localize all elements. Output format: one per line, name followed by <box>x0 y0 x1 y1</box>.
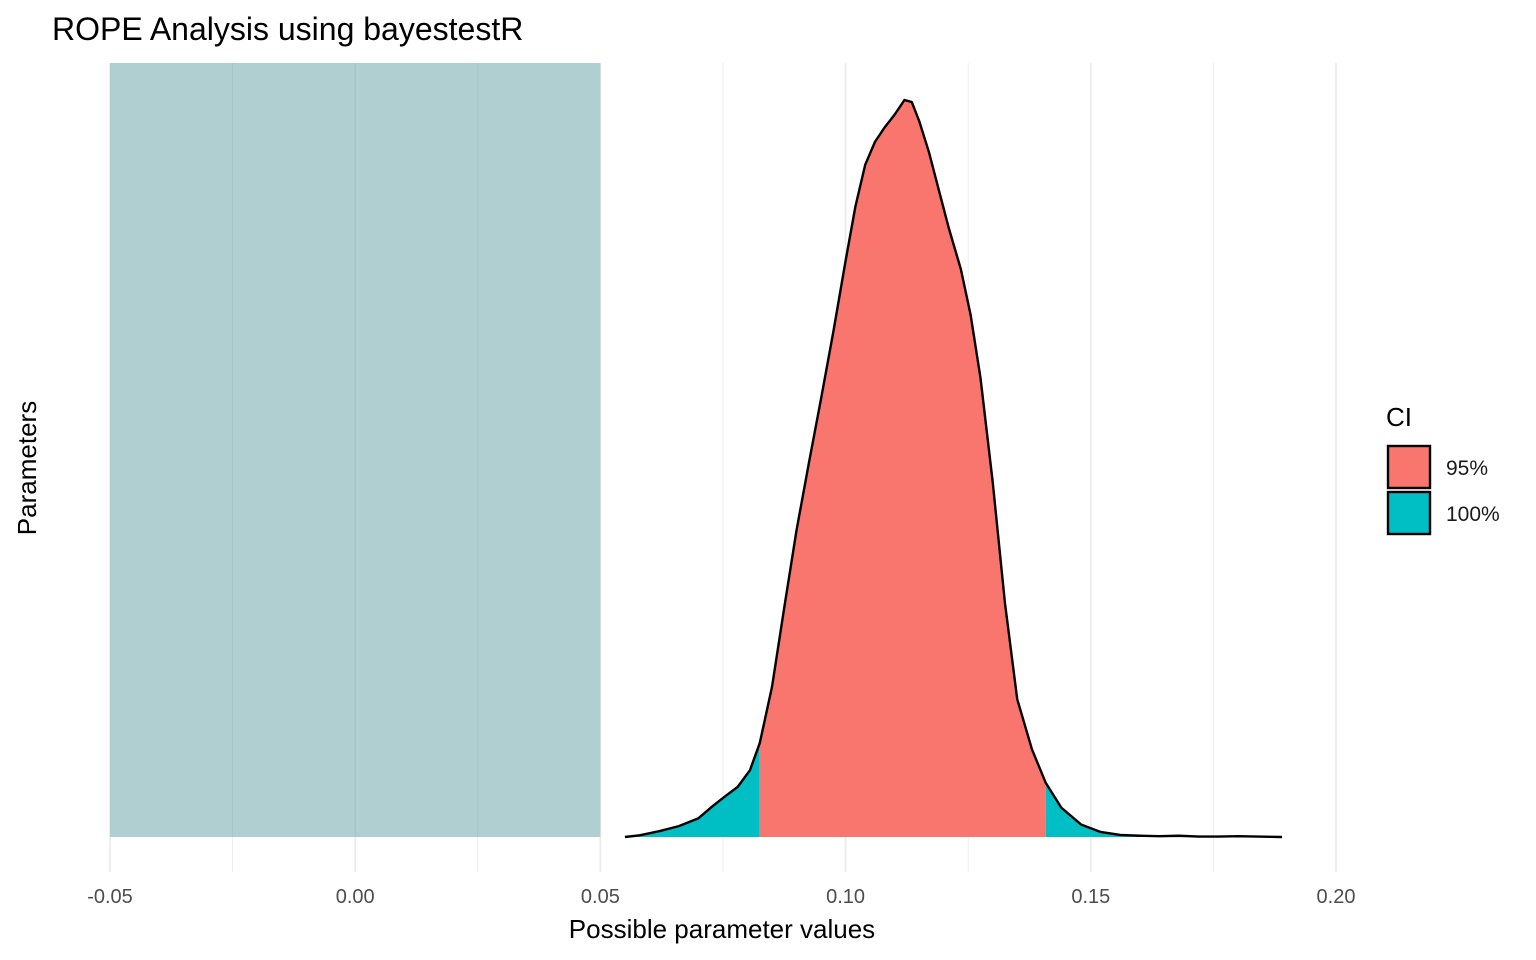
density-ci-95-area <box>759 100 1046 837</box>
legend-title: CI <box>1386 402 1412 432</box>
x-tick-label-3: 0.10 <box>826 886 865 908</box>
rope-gridlines <box>232 63 479 837</box>
density-tail-right <box>1045 782 1283 837</box>
legend-swatch-95 <box>1386 444 1432 490</box>
legend: CI 95% 100% <box>1386 402 1500 536</box>
density-outline <box>624 98 1283 839</box>
x-tick-label-4: 0.15 <box>1071 886 1110 908</box>
density-tail-left <box>624 743 760 837</box>
x-tick-label-0: -0.05 <box>87 886 133 908</box>
x-axis-ticks: -0.05 0.00 0.05 0.10 0.15 0.20 <box>87 886 1355 908</box>
legend-swatch-100 <box>1386 490 1432 536</box>
x-tick-label-1: 0.00 <box>336 886 375 908</box>
x-tick-label-2: 0.05 <box>581 886 620 908</box>
chart-title: ROPE Analysis using bayestestR <box>52 11 523 47</box>
x-axis-title: Possible parameter values <box>569 914 875 944</box>
legend-label-100: 100% <box>1446 503 1500 526</box>
y-axis-title: Parameters <box>12 401 42 535</box>
x-tick-label-5: 0.20 <box>1317 886 1356 908</box>
legend-label-95: 95% <box>1446 457 1488 480</box>
